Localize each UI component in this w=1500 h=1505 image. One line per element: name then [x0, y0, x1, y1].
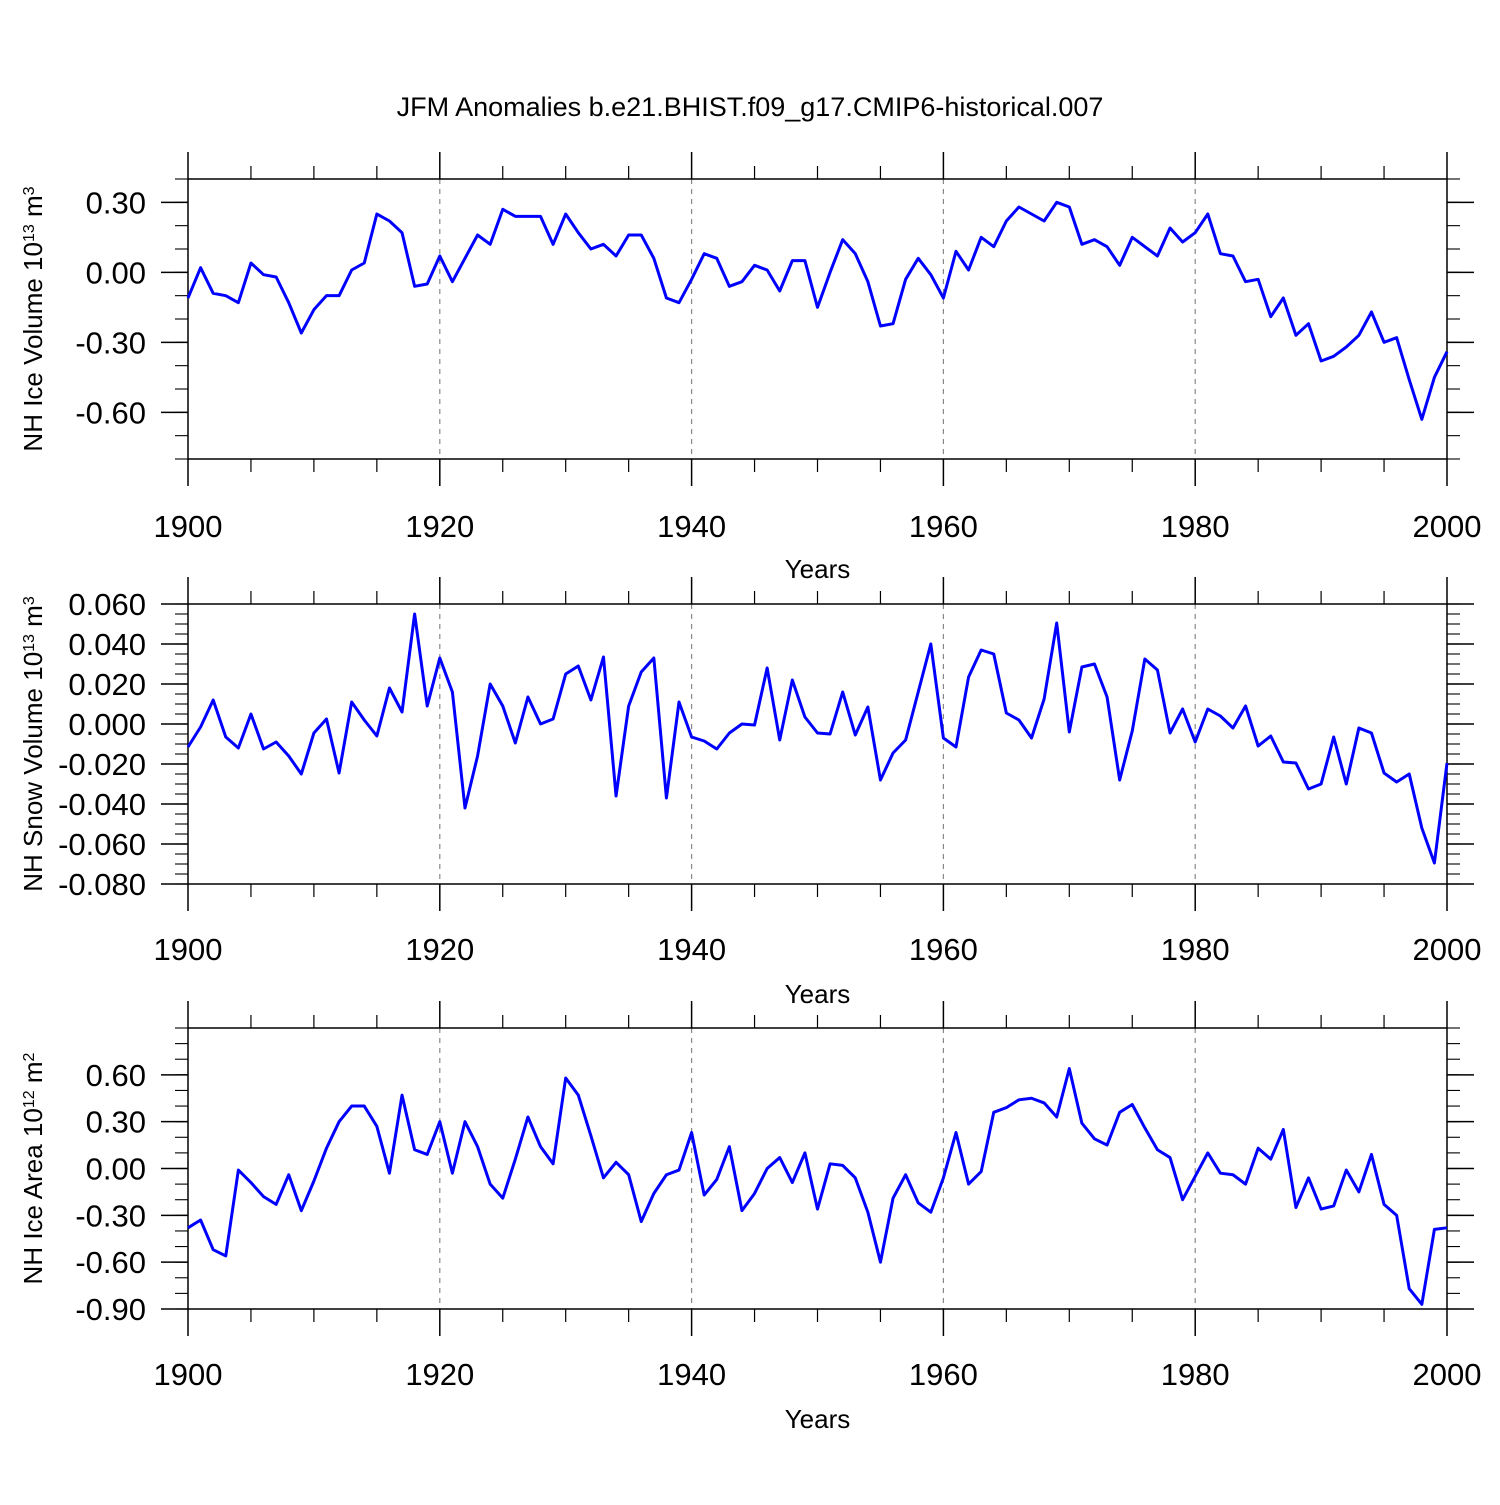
y-tick-label: 0.60 [86, 1058, 146, 1093]
x-tick-label: 1980 [1161, 1357, 1230, 1392]
x-tick-label: 1960 [909, 932, 978, 967]
x-tick-label: 2000 [1413, 509, 1482, 544]
y-axis-title-exponent: 12 [21, 1090, 38, 1108]
x-tick-label: 1940 [657, 932, 726, 967]
x-axis-title: Years [785, 554, 851, 584]
x-tick-label: 2000 [1413, 1357, 1482, 1392]
x-tick-label: 1900 [154, 932, 223, 967]
x-tick-label: 1940 [657, 1357, 726, 1392]
y-tick-label: -0.30 [75, 1198, 146, 1233]
y-axis-title-exponent: 13 [21, 224, 38, 242]
y-axis-title-exponent: 2 [21, 1052, 38, 1061]
y-tick-label: -0.30 [75, 325, 146, 360]
y-axis-title-part: NH Ice Volume 10 [18, 242, 48, 452]
x-tick-label: 2000 [1413, 932, 1482, 967]
y-axis-title-part: NH Ice Area 10 [18, 1108, 48, 1284]
y-tick-label: -0.90 [75, 1292, 146, 1327]
y-tick-label: 0.00 [86, 1152, 146, 1187]
panel-snow-volume: 0.060 0.040 0.020 0.000 -0.020 -0.040 -0.060 -0… [18, 577, 1481, 1009]
x-axis-title: Years [785, 979, 851, 1009]
x-tick-label: 1920 [405, 932, 474, 967]
y-axis-title: NH Snow Volume 1013 m3 [18, 596, 48, 892]
x-tick-label: 1980 [1161, 932, 1230, 967]
y-axis-title-exponent: 3 [21, 186, 38, 195]
chart-title: JFM Anomalies b.e21.BHIST.f09_g17.CMIP6-… [397, 92, 1104, 122]
y-axis-title-part: m [18, 1061, 48, 1090]
series-line-ice-volume [186, 200, 1449, 421]
y-tick-label: -0.020 [58, 747, 146, 782]
x-tick-label: 1920 [405, 509, 474, 544]
y-tick-label: -0.040 [58, 787, 146, 822]
y-tick-label: -0.60 [75, 1245, 146, 1280]
series-line-snow-volume [186, 612, 1449, 865]
y-tick-label: -0.060 [58, 827, 146, 862]
x-tick-label: 1900 [154, 1357, 223, 1392]
y-axis-title-exponent: 13 [21, 634, 38, 652]
x-tick-label: 1960 [909, 509, 978, 544]
y-axis-title: NH Ice Volume 1013 m3 [18, 186, 48, 451]
y-axis-title-part: m [18, 195, 48, 224]
y-tick-label: 0.00 [86, 255, 146, 290]
y-axis-title: NH Ice Area 1012 m2 [18, 1052, 48, 1284]
y-tick-label: 0.30 [86, 1105, 146, 1140]
x-tick-label: 1960 [909, 1357, 978, 1392]
x-tick-label: 1900 [154, 509, 223, 544]
y-axis-title-part: m [18, 605, 48, 634]
panel-ice-volume: 0.30 0.00 -0.30 -0.60 1900 1920 1940 1960 1980 20… [18, 152, 1481, 584]
y-axis-title-exponent: 3 [21, 596, 38, 605]
series-line-ice-area [187, 1067, 1448, 1306]
y-tick-label: 0.020 [68, 667, 146, 702]
y-tick-label: 0.30 [86, 185, 146, 220]
x-axis-title: Years [785, 1404, 851, 1434]
plot-frame [187, 1027, 1448, 1310]
plot-frame [187, 178, 1448, 460]
y-tick-label: -0.080 [58, 867, 146, 902]
y-tick-label: 0.040 [68, 627, 146, 662]
x-tick-label: 1980 [1161, 509, 1230, 544]
y-tick-label: -0.60 [75, 395, 146, 430]
y-axis-title-part: NH Snow Volume 10 [18, 652, 48, 892]
x-tick-label: 1940 [657, 509, 726, 544]
y-tick-label: 0.060 [68, 587, 146, 622]
x-tick-label: 1920 [405, 1357, 474, 1392]
y-tick-label: 0.000 [68, 707, 146, 742]
